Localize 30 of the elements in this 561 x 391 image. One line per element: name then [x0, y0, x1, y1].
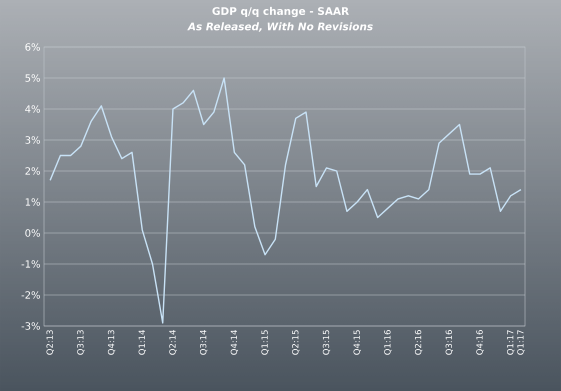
x-tick-label: Q2:13 [46, 330, 54, 355]
x-tick-label: Q4:13 [108, 330, 116, 355]
y-tick-label: -1% [22, 260, 40, 268]
x-tick-label: Q1:17 [506, 330, 514, 355]
x-tick-label: Q1:14 [138, 330, 146, 355]
x-tick-label: Q2:15 [292, 330, 300, 355]
y-tick-label: -2% [22, 291, 40, 299]
y-tick-label: -3% [22, 322, 40, 330]
x-tick-label: Q2:14 [169, 330, 177, 355]
chart-subtitle: As Released, With No Revisions [187, 22, 373, 32]
line-series [49, 77, 522, 324]
x-tick-label: Q2:16 [414, 330, 422, 355]
x-tick-label: Q3:15 [322, 330, 330, 355]
x-tick-label: Q3:16 [446, 330, 453, 355]
x-tick-label: Q4:14 [230, 330, 238, 355]
x-tick-label: Q3:13 [77, 330, 85, 355]
y-tick-label: 4% [25, 105, 40, 113]
chart-title: GDP q/q change - SAAR [212, 6, 349, 18]
y-tick-label: 6% [25, 43, 40, 51]
y-tick-label: 2% [25, 167, 40, 175]
y-tick-label: 3% [25, 136, 40, 144]
x-tick-label: Q1:15 [261, 330, 269, 355]
y-tick-label: 0% [25, 229, 40, 237]
x-tick-label: Q4:15 [353, 330, 361, 355]
y-tick-label: 5% [25, 74, 40, 82]
x-tick-label: Q3:14 [200, 330, 208, 355]
x-tick-label: Q1:17 [517, 330, 525, 355]
x-tick-label: Q4:16 [476, 330, 484, 355]
x-tick-label: Q1:16 [384, 330, 392, 355]
y-tick-label: 1% [26, 198, 40, 206]
